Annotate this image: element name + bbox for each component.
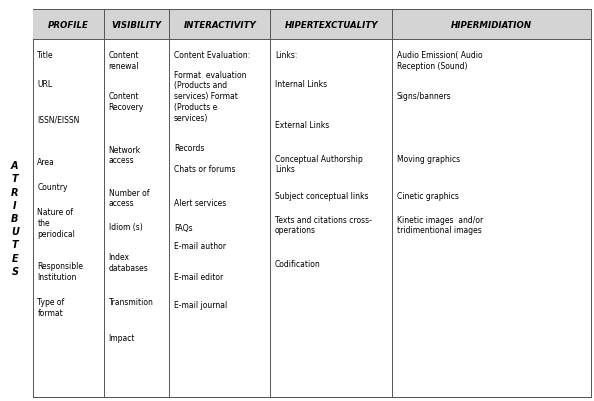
Text: Index
databases: Index databases bbox=[109, 253, 148, 272]
Text: HIPERTEXCTUALITY: HIPERTEXCTUALITY bbox=[285, 20, 378, 30]
Text: Moving graphics: Moving graphics bbox=[397, 154, 460, 163]
Text: Nature of
the
periodical: Nature of the periodical bbox=[37, 208, 75, 238]
Text: Audio Emission( Audio
Reception (Sound): Audio Emission( Audio Reception (Sound) bbox=[397, 51, 482, 71]
Text: Chats or forums: Chats or forums bbox=[174, 165, 236, 174]
Text: A
T
R
I
B
U
T
E
S: A T R I B U T E S bbox=[11, 161, 19, 276]
Text: Content Evaluation:: Content Evaluation: bbox=[174, 51, 250, 60]
Text: E-mail author: E-mail author bbox=[174, 242, 226, 251]
Text: Records: Records bbox=[174, 144, 204, 152]
Text: VISIBILITY: VISIBILITY bbox=[112, 20, 162, 30]
Text: ISSN/EISSN: ISSN/EISSN bbox=[37, 115, 80, 124]
Text: Links:: Links: bbox=[275, 51, 298, 60]
Text: E-mail editor: E-mail editor bbox=[174, 272, 223, 281]
Bar bbox=[270, 10, 392, 40]
Text: Impact: Impact bbox=[109, 333, 135, 342]
Text: Conceptual Authorship
Links: Conceptual Authorship Links bbox=[275, 154, 363, 174]
Text: External Links: External Links bbox=[275, 120, 329, 130]
Text: URL: URL bbox=[37, 79, 52, 88]
Text: FAQs: FAQs bbox=[174, 224, 192, 233]
Text: Cinetic graphics: Cinetic graphics bbox=[397, 192, 459, 201]
Text: Alert services: Alert services bbox=[174, 199, 226, 208]
Text: Codification: Codification bbox=[275, 259, 321, 269]
Text: Internal Links: Internal Links bbox=[275, 79, 327, 88]
Bar bbox=[169, 10, 270, 40]
Text: Idiom (s): Idiom (s) bbox=[109, 222, 143, 231]
Text: PROFILE: PROFILE bbox=[48, 20, 89, 30]
Text: Texts and citations cross-
operations: Texts and citations cross- operations bbox=[275, 215, 372, 235]
Text: Responsible
Institution: Responsible Institution bbox=[37, 261, 83, 281]
Text: Area: Area bbox=[37, 158, 55, 167]
Text: Content
renewal: Content renewal bbox=[109, 51, 139, 71]
Text: Network
access: Network access bbox=[109, 146, 141, 165]
Text: Format  evaluation
(Products and
services) Format
(Products e
services): Format evaluation (Products and services… bbox=[174, 71, 247, 122]
Text: HIPERMIDIATION: HIPERMIDIATION bbox=[451, 20, 532, 30]
Text: Country: Country bbox=[37, 183, 68, 192]
Text: Transmition: Transmition bbox=[109, 297, 154, 306]
Text: Kinetic images  and/or
tridimentional images: Kinetic images and/or tridimentional ima… bbox=[397, 215, 483, 235]
Text: Signs/banners: Signs/banners bbox=[397, 92, 451, 101]
Text: E-mail journal: E-mail journal bbox=[174, 301, 228, 310]
Bar bbox=[33, 10, 104, 40]
Text: Content
Recovery: Content Recovery bbox=[109, 92, 144, 111]
Text: Subject conceptual links: Subject conceptual links bbox=[275, 192, 368, 201]
Bar bbox=[104, 10, 169, 40]
Text: Type of
format: Type of format bbox=[37, 297, 65, 317]
Text: Title: Title bbox=[37, 51, 54, 60]
Bar bbox=[392, 10, 591, 40]
Text: Number of
access: Number of access bbox=[109, 188, 149, 208]
Text: INTERACTIVITY: INTERACTIVITY bbox=[184, 20, 256, 30]
